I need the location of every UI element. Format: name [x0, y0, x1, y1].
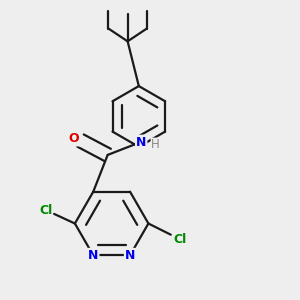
Text: N: N	[136, 136, 146, 148]
Text: Cl: Cl	[174, 233, 187, 246]
Text: N: N	[125, 249, 135, 262]
Text: O: O	[69, 132, 80, 146]
Text: N: N	[88, 249, 98, 262]
Text: Cl: Cl	[40, 204, 53, 217]
Text: H: H	[151, 138, 160, 151]
